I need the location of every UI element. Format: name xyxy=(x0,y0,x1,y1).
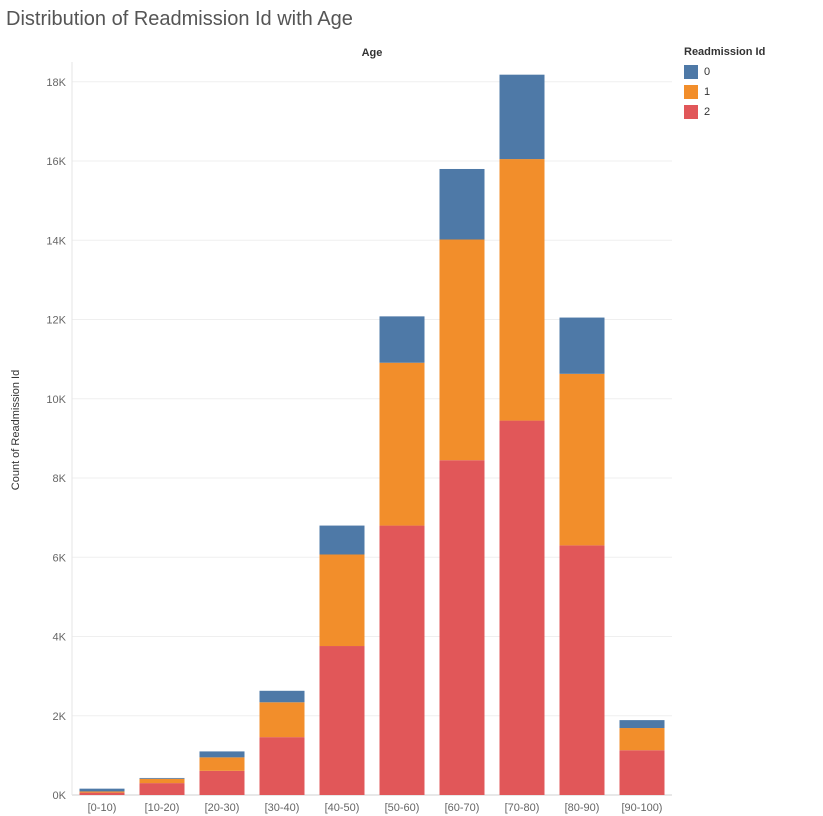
legend-label: 1 xyxy=(704,86,711,98)
chart-title: Distribution of Readmission Id with Age xyxy=(6,8,353,30)
x-tick-label: [10-20) xyxy=(145,802,180,814)
bar-segment-readmission-2 xyxy=(499,420,545,795)
x-tick-label: [0-10) xyxy=(88,802,117,814)
y-tick-label: 14K xyxy=(46,235,66,247)
x-tick-label: [30-40) xyxy=(265,802,300,814)
legend-item-1: 1 xyxy=(684,82,765,102)
y-tick-label: 6K xyxy=(53,552,67,564)
bar-segment-readmission-1 xyxy=(259,702,305,738)
y-tick-label: 12K xyxy=(46,315,66,327)
bar-segment-readmission-0 xyxy=(439,168,485,240)
y-tick-label: 0K xyxy=(53,790,67,802)
bar-segment-readmission-1 xyxy=(139,778,185,784)
bar-segment-readmission-2 xyxy=(139,783,185,795)
bar-segment-readmission-1 xyxy=(319,554,365,647)
bar-segment-readmission-2 xyxy=(559,545,605,795)
legend-item-2: 2 xyxy=(684,102,765,122)
y-tick-label: 8K xyxy=(53,473,67,485)
bar-segment-readmission-1 xyxy=(79,791,125,793)
x-tick-label: [90-100) xyxy=(622,802,663,814)
x-tick-label: [60-70) xyxy=(445,802,480,814)
bar-segment-readmission-0 xyxy=(619,720,665,729)
legend-swatch xyxy=(684,65,698,79)
bar-segment-readmission-0 xyxy=(379,316,425,363)
y-tick-label: 4K xyxy=(53,632,67,644)
bar-segment-readmission-2 xyxy=(619,750,665,795)
legend-title: Readmission Id xyxy=(684,46,766,58)
bar-segment-readmission-0 xyxy=(499,74,545,160)
column-header-age: Age xyxy=(361,47,383,59)
legend-label: 0 xyxy=(704,66,711,78)
bar-segment-readmission-2 xyxy=(439,460,485,795)
x-tick-label: [20-30) xyxy=(205,802,240,814)
legend-swatch xyxy=(684,105,698,119)
bar-segment-readmission-2 xyxy=(259,737,305,795)
bar-segment-readmission-0 xyxy=(259,690,305,703)
bar-segment-readmission-2 xyxy=(319,646,365,795)
y-tick-label: 10K xyxy=(46,394,66,406)
legend-swatch xyxy=(684,85,698,99)
bar-segment-readmission-2 xyxy=(199,770,245,795)
y-tick-label: 16K xyxy=(46,156,66,168)
y-tick-label: 2K xyxy=(53,711,67,723)
bar-segment-readmission-2 xyxy=(79,792,125,795)
bar-segment-readmission-0 xyxy=(199,751,245,758)
x-tick-label: [50-60) xyxy=(385,802,420,814)
bar-segment-readmission-0 xyxy=(559,317,605,374)
bar-segment-readmission-1 xyxy=(619,728,665,751)
bar-segment-readmission-1 xyxy=(439,239,485,461)
x-tick-label: [70-80) xyxy=(505,802,540,814)
legend-item-0: 0 xyxy=(684,62,765,82)
bar-segment-readmission-1 xyxy=(559,373,605,546)
x-tick-label: [80-90) xyxy=(565,802,600,814)
bar-segment-readmission-1 xyxy=(499,159,545,421)
bar-segment-readmission-0 xyxy=(79,788,125,792)
legend: Readmission Id 0 1 2 xyxy=(684,46,765,122)
bar-segment-readmission-0 xyxy=(139,777,185,779)
bar-segment-readmission-1 xyxy=(379,362,425,526)
bar-segment-readmission-1 xyxy=(199,757,245,771)
legend-label: 2 xyxy=(704,106,711,118)
bar-segment-readmission-0 xyxy=(319,525,365,555)
y-tick-label: 18K xyxy=(46,77,66,89)
bar-segment-readmission-2 xyxy=(379,525,425,795)
x-tick-label: [40-50) xyxy=(325,802,360,814)
